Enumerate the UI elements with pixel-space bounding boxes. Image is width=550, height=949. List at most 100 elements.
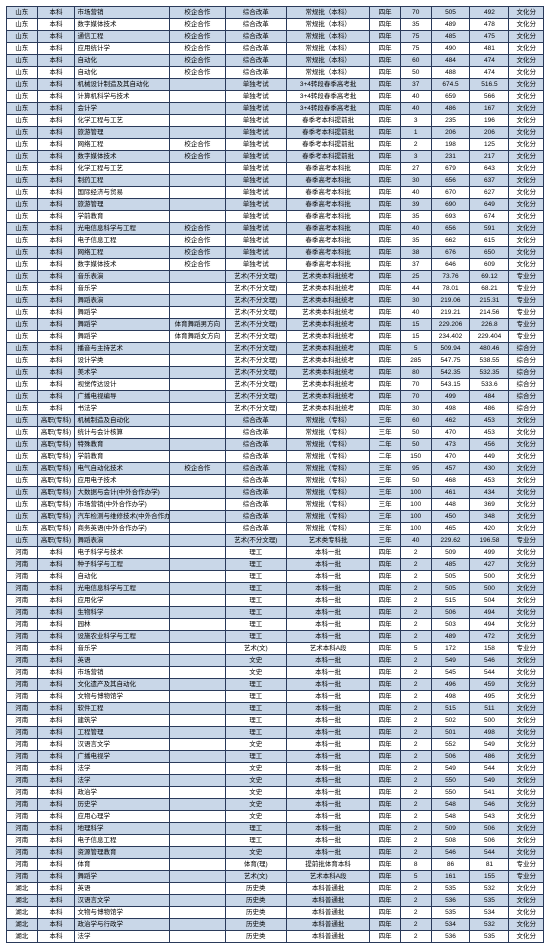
cell-reform: 艺术(不分文理)	[225, 379, 286, 391]
cell-plan: 50	[400, 475, 431, 487]
cell-major: 种子科学与工程	[75, 559, 170, 571]
cell-major: 自动化	[75, 55, 170, 67]
cell-category: 文化分	[509, 667, 544, 679]
cell-score2: 532	[470, 883, 509, 895]
cell-coop	[170, 535, 226, 547]
cell-plan: 1	[400, 127, 431, 139]
cell-plan: 2	[400, 847, 431, 859]
cell-coop	[170, 163, 226, 175]
cell-level: 本科	[37, 7, 75, 19]
cell-major: 音乐学	[75, 643, 170, 655]
table-row: 山东本科自动化校企合作综合改革常规批（本科）四年50488474文化分	[7, 67, 544, 79]
cell-level: 本科	[37, 259, 75, 271]
cell-category: 文化分	[509, 475, 544, 487]
cell-category: 专业分	[509, 271, 544, 283]
cell-coop	[170, 835, 226, 847]
cell-level: 高职(专科)	[37, 427, 75, 439]
cell-level: 本科	[37, 67, 75, 79]
cell-level: 本科	[37, 595, 75, 607]
cell-category: 文化分	[509, 883, 544, 895]
cell-score1: 502	[431, 715, 470, 727]
cell-years: 四年	[370, 271, 401, 283]
cell-score2: 486	[470, 751, 509, 763]
cell-batch: 艺术类本科批统考	[286, 343, 369, 355]
cell-batch: 常规批（本科）	[286, 55, 369, 67]
cell-category: 文化分	[509, 679, 544, 691]
cell-years: 四年	[370, 91, 401, 103]
cell-coop	[170, 523, 226, 535]
cell-coop	[170, 187, 226, 199]
cell-major: 政治学	[75, 787, 170, 799]
cell-major: 园林	[75, 619, 170, 631]
cell-level: 本科	[37, 691, 75, 703]
cell-level: 本科	[37, 43, 75, 55]
cell-category: 文化分	[509, 499, 544, 511]
cell-province: 山东	[7, 403, 38, 415]
cell-years: 四年	[370, 355, 401, 367]
cell-reform: 文史	[225, 847, 286, 859]
cell-score2: 68.21	[470, 283, 509, 295]
cell-major: 制药工程	[75, 175, 170, 187]
cell-level: 高职(专科)	[37, 439, 75, 451]
cell-batch: 常规批（本科）	[286, 31, 369, 43]
cell-score2: 532.35	[470, 367, 509, 379]
cell-years: 四年	[370, 103, 401, 115]
cell-level: 本科	[37, 403, 75, 415]
cell-plan: 35	[400, 211, 431, 223]
cell-plan: 35	[400, 235, 431, 247]
cell-plan: 2	[400, 583, 431, 595]
cell-reform: 理工	[225, 559, 286, 571]
cell-coop	[170, 403, 226, 415]
cell-reform: 历史类	[225, 895, 286, 907]
cell-major: 文物与博物馆学	[75, 907, 170, 919]
cell-province: 山东	[7, 535, 38, 547]
cell-batch: 本科一批	[286, 811, 369, 823]
cell-province: 河南	[7, 655, 38, 667]
cell-category: 文化分	[509, 7, 544, 19]
cell-province: 河南	[7, 715, 38, 727]
cell-category: 文化分	[509, 547, 544, 559]
cell-major: 舞蹈学	[75, 307, 170, 319]
cell-years: 四年	[370, 67, 401, 79]
cell-province: 山东	[7, 187, 38, 199]
cell-plan: 100	[400, 523, 431, 535]
cell-province: 湖北	[7, 919, 38, 931]
cell-province: 山东	[7, 331, 38, 343]
cell-level: 本科	[37, 559, 75, 571]
cell-years: 四年	[370, 655, 401, 667]
cell-province: 山东	[7, 79, 38, 91]
cell-score2: 486	[470, 403, 509, 415]
cell-major: 文物与博物馆学	[75, 691, 170, 703]
cell-score1: 235	[431, 115, 470, 127]
cell-reform: 历史类	[225, 919, 286, 931]
table-row: 山东本科美术学艺术(不分文理)艺术类本科批统考四年80542.35532.35综…	[7, 367, 544, 379]
cell-batch: 本科一批	[286, 775, 369, 787]
cell-plan: 2	[400, 883, 431, 895]
cell-score1: 86	[431, 859, 470, 871]
cell-major: 市场营销(中外合作办学)	[75, 499, 170, 511]
cell-reform: 单独考试	[225, 187, 286, 199]
cell-category: 综合分	[509, 355, 544, 367]
table-row: 山东本科舞蹈学体育舞蹈男方向艺术(不分文理)艺术类本科批统考四年15229.20…	[7, 319, 544, 331]
cell-province: 山东	[7, 451, 38, 463]
cell-plan: 2	[400, 919, 431, 931]
cell-batch: 春季考本科提前批	[286, 151, 369, 163]
cell-batch: 春季高考本科批	[286, 223, 369, 235]
table-row: 山东本科数字媒体技术校企合作单独考试春季高考本科批四年37646609文化分	[7, 259, 544, 271]
cell-score1: 489	[431, 631, 470, 643]
cell-years: 四年	[370, 55, 401, 67]
table-row: 山东本科网络工程校企合作单独考试春季高考本科批四年38676650文化分	[7, 247, 544, 259]
cell-coop	[170, 451, 226, 463]
cell-plan: 70	[400, 379, 431, 391]
cell-province: 山东	[7, 91, 38, 103]
cell-province: 河南	[7, 571, 38, 583]
cell-score1: 656	[431, 175, 470, 187]
cell-major: 地理科学	[75, 823, 170, 835]
cell-years: 四年	[370, 307, 401, 319]
table-row: 山东高职(专科)汽车检测与维修技术(中外合作办学)综合改革常规批（专科）三年10…	[7, 511, 544, 523]
cell-batch: 春季高考本科批	[286, 163, 369, 175]
cell-coop	[170, 391, 226, 403]
cell-plan: 285	[400, 355, 431, 367]
cell-score1: 690	[431, 199, 470, 211]
cell-score1: 490	[431, 43, 470, 55]
